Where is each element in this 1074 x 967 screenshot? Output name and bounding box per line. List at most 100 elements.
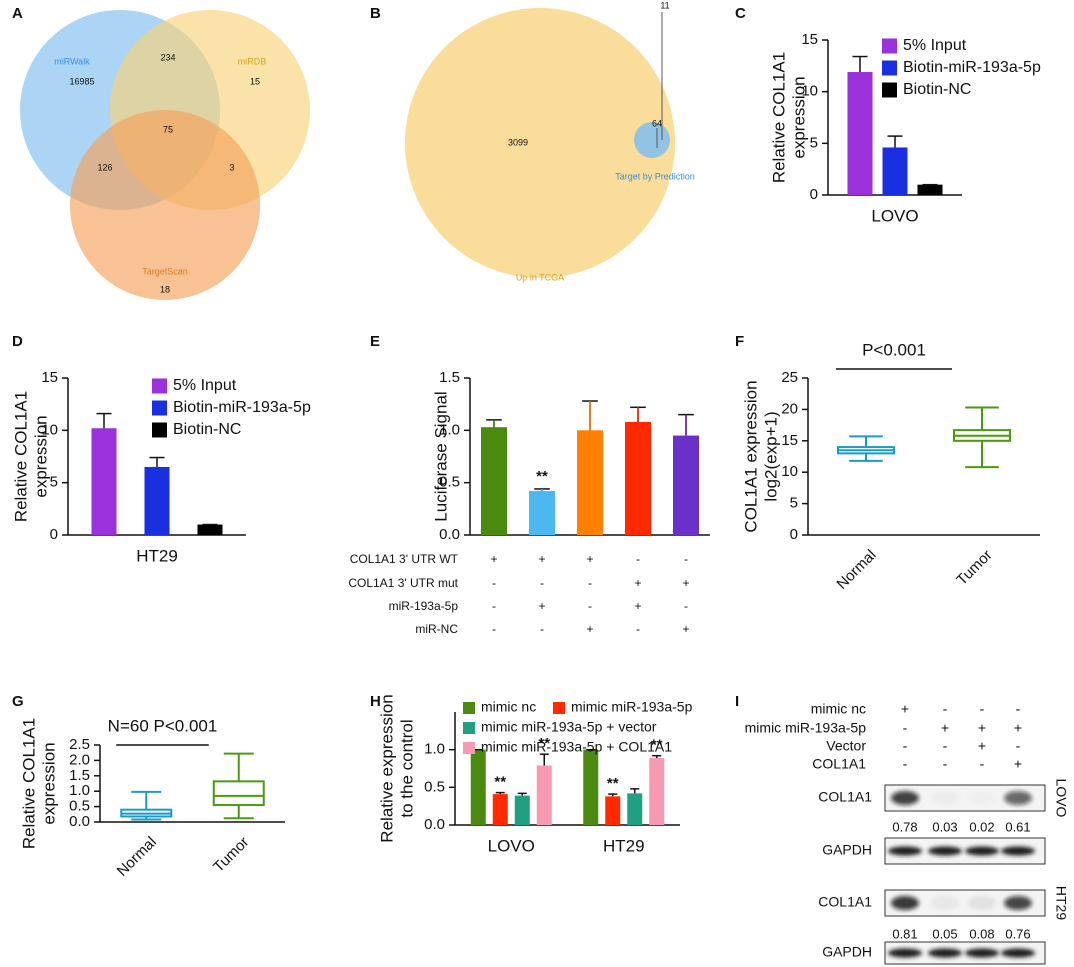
y-axis-label: to the control [397,719,416,817]
bar [673,435,699,535]
panel-letter: C [735,5,746,22]
band-value: 0.08 [969,926,994,941]
band-label: COL1A1 [818,894,872,910]
condition-mark: + [978,720,986,736]
y-tick-label: 25 [781,369,798,386]
band-value: 0.05 [932,926,957,941]
panel-letter: I [735,693,739,710]
legend-label: Biotin-miR-193a-5p [903,59,1041,76]
bar [492,794,508,825]
box [212,780,265,807]
y-tick-label: 5 [790,495,798,512]
bar [882,147,908,195]
condition-mark: + [682,622,689,636]
condition-label: mimic miR-193a-5p [745,720,867,736]
condition-label: COL1A1 3' UTR mut [348,576,458,590]
y-tick-label: 0.0 [424,816,445,833]
bar [529,491,555,535]
band [968,896,996,910]
legend-label: mimic miR-193a-5p [571,699,693,715]
venn-count: 3099 [508,137,528,147]
y-axis-label: Relative COL1A1 [19,718,38,849]
legend-label: 5% Input [173,377,237,394]
significance: ** [536,468,548,485]
band [1001,846,1035,856]
band [891,791,919,805]
condition-mark: - [943,738,948,754]
y-tick-label: 1.5 [439,369,460,386]
venn-set [70,110,260,300]
bar [583,749,599,825]
band [888,948,922,958]
bar [197,524,223,535]
bar [847,72,873,195]
x-tick-label: Normal [114,834,160,880]
band [965,948,999,958]
band [928,948,962,958]
band-value: 0.02 [969,819,994,834]
band [928,846,962,856]
bar [481,427,507,535]
legend-label: 5% Input [903,37,967,54]
condition-mark: + [901,701,909,717]
venn-count: 18 [160,284,170,294]
condition-mark: + [538,599,545,613]
venn-count: 3 [229,162,234,172]
x-tick-label: HT29 [136,546,178,565]
y-tick-label: 1.0 [424,741,445,758]
condition-mark: + [1014,756,1022,772]
bar [470,749,486,825]
band-value: 0.81 [892,926,917,941]
condition-mark: - [540,622,544,636]
condition-mark: + [586,552,593,566]
venn-set-label: miRDB [238,56,267,66]
legend-swatch [152,422,167,438]
legend-label: Biotin-NC [173,421,241,438]
x-tick-label: Normal [833,547,879,593]
y-tick-label: 1.5 [69,767,90,784]
condition-mark: + [586,622,593,636]
panel-letter: H [370,693,381,710]
band [931,896,959,910]
condition-mark: + [634,599,641,613]
band [1001,948,1035,958]
condition-mark: - [540,576,544,590]
legend-swatch [882,82,897,98]
condition-label: miR-NC [415,622,458,636]
y-tick-label: 10 [41,421,58,438]
legend-swatch [882,38,897,54]
band-value: 0.03 [932,819,957,834]
y-tick-label: 5 [810,134,818,151]
band [1004,791,1032,805]
y-axis-label: expression [31,415,50,497]
condition-mark: - [903,738,908,754]
condition-mark: - [492,576,496,590]
y-axis-label: Relative expression [377,694,396,842]
legend-label: Biotin-NC [903,81,971,98]
panel-letter: A [12,5,23,22]
condition-mark: - [943,756,948,772]
y-tick-label: 1.0 [69,782,90,799]
annotation: N=60 P<0.001 [108,716,218,735]
condition-mark: - [943,701,948,717]
y-tick-label: 10 [801,83,818,100]
condition-mark: - [980,756,985,772]
band [891,896,919,910]
venn-count: 126 [97,162,112,172]
y-axis-label: Luciferase Signal [431,391,450,521]
band-label: GAPDH [822,944,872,960]
venn-count: 11 [660,0,669,10]
condition-mark: - [903,756,908,772]
condition-mark: + [1014,720,1022,736]
condition-label: miR-193a-5p [389,599,459,613]
panel-letter: G [12,693,24,710]
significance: ** [607,775,619,792]
y-axis-label: Relative COL1A1 [769,52,788,183]
condition-mark: - [684,552,688,566]
bar [649,757,665,825]
legend-swatch [882,60,897,76]
condition-mark: + [538,552,545,566]
y-tick-label: 0 [790,526,798,543]
legend-swatch [463,722,475,734]
condition-label: COL1A1 [812,756,866,772]
